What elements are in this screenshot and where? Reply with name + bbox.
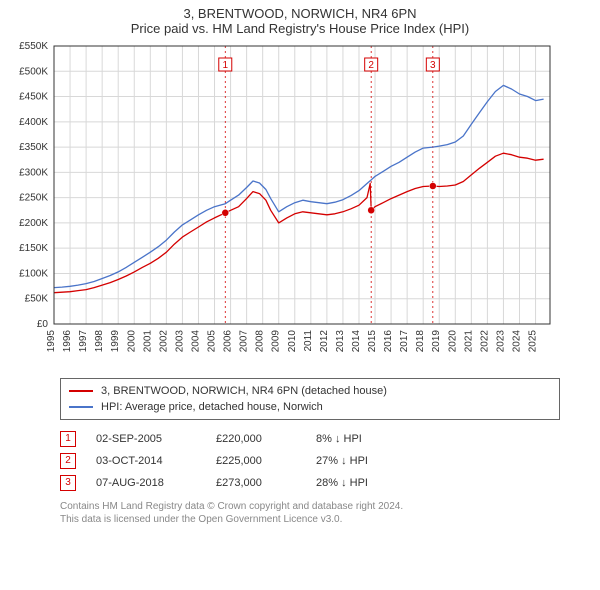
transaction-delta: 8% ↓ HPI xyxy=(316,428,406,450)
svg-text:£150K: £150K xyxy=(19,243,48,254)
svg-text:2004: 2004 xyxy=(190,330,201,353)
svg-text:£350K: £350K xyxy=(19,142,48,153)
svg-text:1997: 1997 xyxy=(78,330,89,353)
svg-text:1999: 1999 xyxy=(110,330,121,353)
transaction-date: 03-OCT-2014 xyxy=(96,450,196,472)
chart-titles: 3, BRENTWOOD, NORWICH, NR4 6PN Price pai… xyxy=(0,0,600,40)
svg-text:£450K: £450K xyxy=(19,92,48,103)
svg-text:£300K: £300K xyxy=(19,167,48,178)
svg-text:1995: 1995 xyxy=(46,330,57,353)
svg-text:2000: 2000 xyxy=(126,330,137,353)
footer-line-2: This data is licensed under the Open Gov… xyxy=(60,513,560,526)
svg-text:1998: 1998 xyxy=(94,330,105,353)
transaction-table: 1 02-SEP-2005 £220,000 8% ↓ HPI 2 03-OCT-2014… xyxy=(60,428,560,494)
transaction-marker: 1 xyxy=(60,431,76,447)
svg-text:2003: 2003 xyxy=(174,330,185,353)
svg-text:2025: 2025 xyxy=(528,330,539,353)
svg-text:2024: 2024 xyxy=(512,330,523,353)
chart-footer: Contains HM Land Registry data © Crown c… xyxy=(60,500,560,526)
svg-text:2021: 2021 xyxy=(463,330,474,353)
svg-text:2014: 2014 xyxy=(351,330,362,353)
chart-page: { "title_line1": "3, BRENTWOOD, NORWICH,… xyxy=(0,0,600,590)
legend-item: HPI: Average price, detached house, Norw… xyxy=(69,399,551,415)
svg-text:£400K: £400K xyxy=(19,117,48,128)
legend-swatch xyxy=(69,406,93,408)
transaction-delta: 28% ↓ HPI xyxy=(316,472,406,494)
svg-text:2006: 2006 xyxy=(223,330,234,353)
svg-text:£0: £0 xyxy=(37,319,49,330)
legend-label: 3, BRENTWOOD, NORWICH, NR4 6PN (detached… xyxy=(101,383,387,399)
transaction-date: 02-SEP-2005 xyxy=(96,428,196,450)
svg-text:£100K: £100K xyxy=(19,268,48,279)
legend-swatch xyxy=(69,390,93,392)
svg-text:£550K: £550K xyxy=(19,41,48,52)
transaction-price: £273,000 xyxy=(216,472,296,494)
svg-text:2011: 2011 xyxy=(303,330,314,352)
svg-text:2023: 2023 xyxy=(495,330,506,353)
svg-text:2020: 2020 xyxy=(447,330,458,353)
legend-label: HPI: Average price, detached house, Norw… xyxy=(101,399,323,415)
transaction-row: 1 02-SEP-2005 £220,000 8% ↓ HPI xyxy=(60,428,560,450)
svg-text:2007: 2007 xyxy=(239,330,250,353)
svg-text:2018: 2018 xyxy=(415,330,426,353)
svg-text:2001: 2001 xyxy=(142,330,153,353)
transaction-date: 07-AUG-2018 xyxy=(96,472,196,494)
transaction-price: £220,000 xyxy=(216,428,296,450)
transaction-marker: 2 xyxy=(60,453,76,469)
svg-text:2009: 2009 xyxy=(271,330,282,353)
svg-text:£250K: £250K xyxy=(19,193,48,204)
transaction-price: £225,000 xyxy=(216,450,296,472)
transaction-delta: 27% ↓ HPI xyxy=(316,450,406,472)
svg-text:2002: 2002 xyxy=(158,330,169,353)
transaction-row: 2 03-OCT-2014 £225,000 27% ↓ HPI xyxy=(60,450,560,472)
svg-text:2: 2 xyxy=(368,60,374,71)
legend-item: 3, BRENTWOOD, NORWICH, NR4 6PN (detached… xyxy=(69,383,551,399)
svg-text:1996: 1996 xyxy=(62,330,73,353)
svg-text:£500K: £500K xyxy=(19,66,48,77)
title-address: 3, BRENTWOOD, NORWICH, NR4 6PN xyxy=(0,0,600,21)
svg-text:2010: 2010 xyxy=(287,330,298,353)
svg-text:£200K: £200K xyxy=(19,218,48,229)
svg-text:2015: 2015 xyxy=(367,330,378,353)
title-subtitle: Price paid vs. HM Land Registry's House … xyxy=(0,21,600,40)
legend: 3, BRENTWOOD, NORWICH, NR4 6PN (detached… xyxy=(60,378,560,420)
svg-text:£50K: £50K xyxy=(25,294,49,305)
svg-text:2019: 2019 xyxy=(431,330,442,353)
svg-text:2012: 2012 xyxy=(319,330,330,353)
footer-line-1: Contains HM Land Registry data © Crown c… xyxy=(60,500,560,513)
svg-text:2008: 2008 xyxy=(255,330,266,353)
svg-text:3: 3 xyxy=(430,60,436,71)
svg-text:2017: 2017 xyxy=(399,330,410,353)
svg-text:2005: 2005 xyxy=(207,330,218,353)
transaction-row: 3 07-AUG-2018 £273,000 28% ↓ HPI xyxy=(60,472,560,494)
svg-text:2013: 2013 xyxy=(335,330,346,353)
svg-text:1: 1 xyxy=(222,60,228,71)
price-chart: 1 2 3 £0 £50K £100K £150K £200K £250K £300K £350K £… xyxy=(0,40,560,370)
svg-text:2022: 2022 xyxy=(479,330,490,353)
transaction-marker: 3 xyxy=(60,475,76,491)
svg-text:2016: 2016 xyxy=(383,330,394,353)
